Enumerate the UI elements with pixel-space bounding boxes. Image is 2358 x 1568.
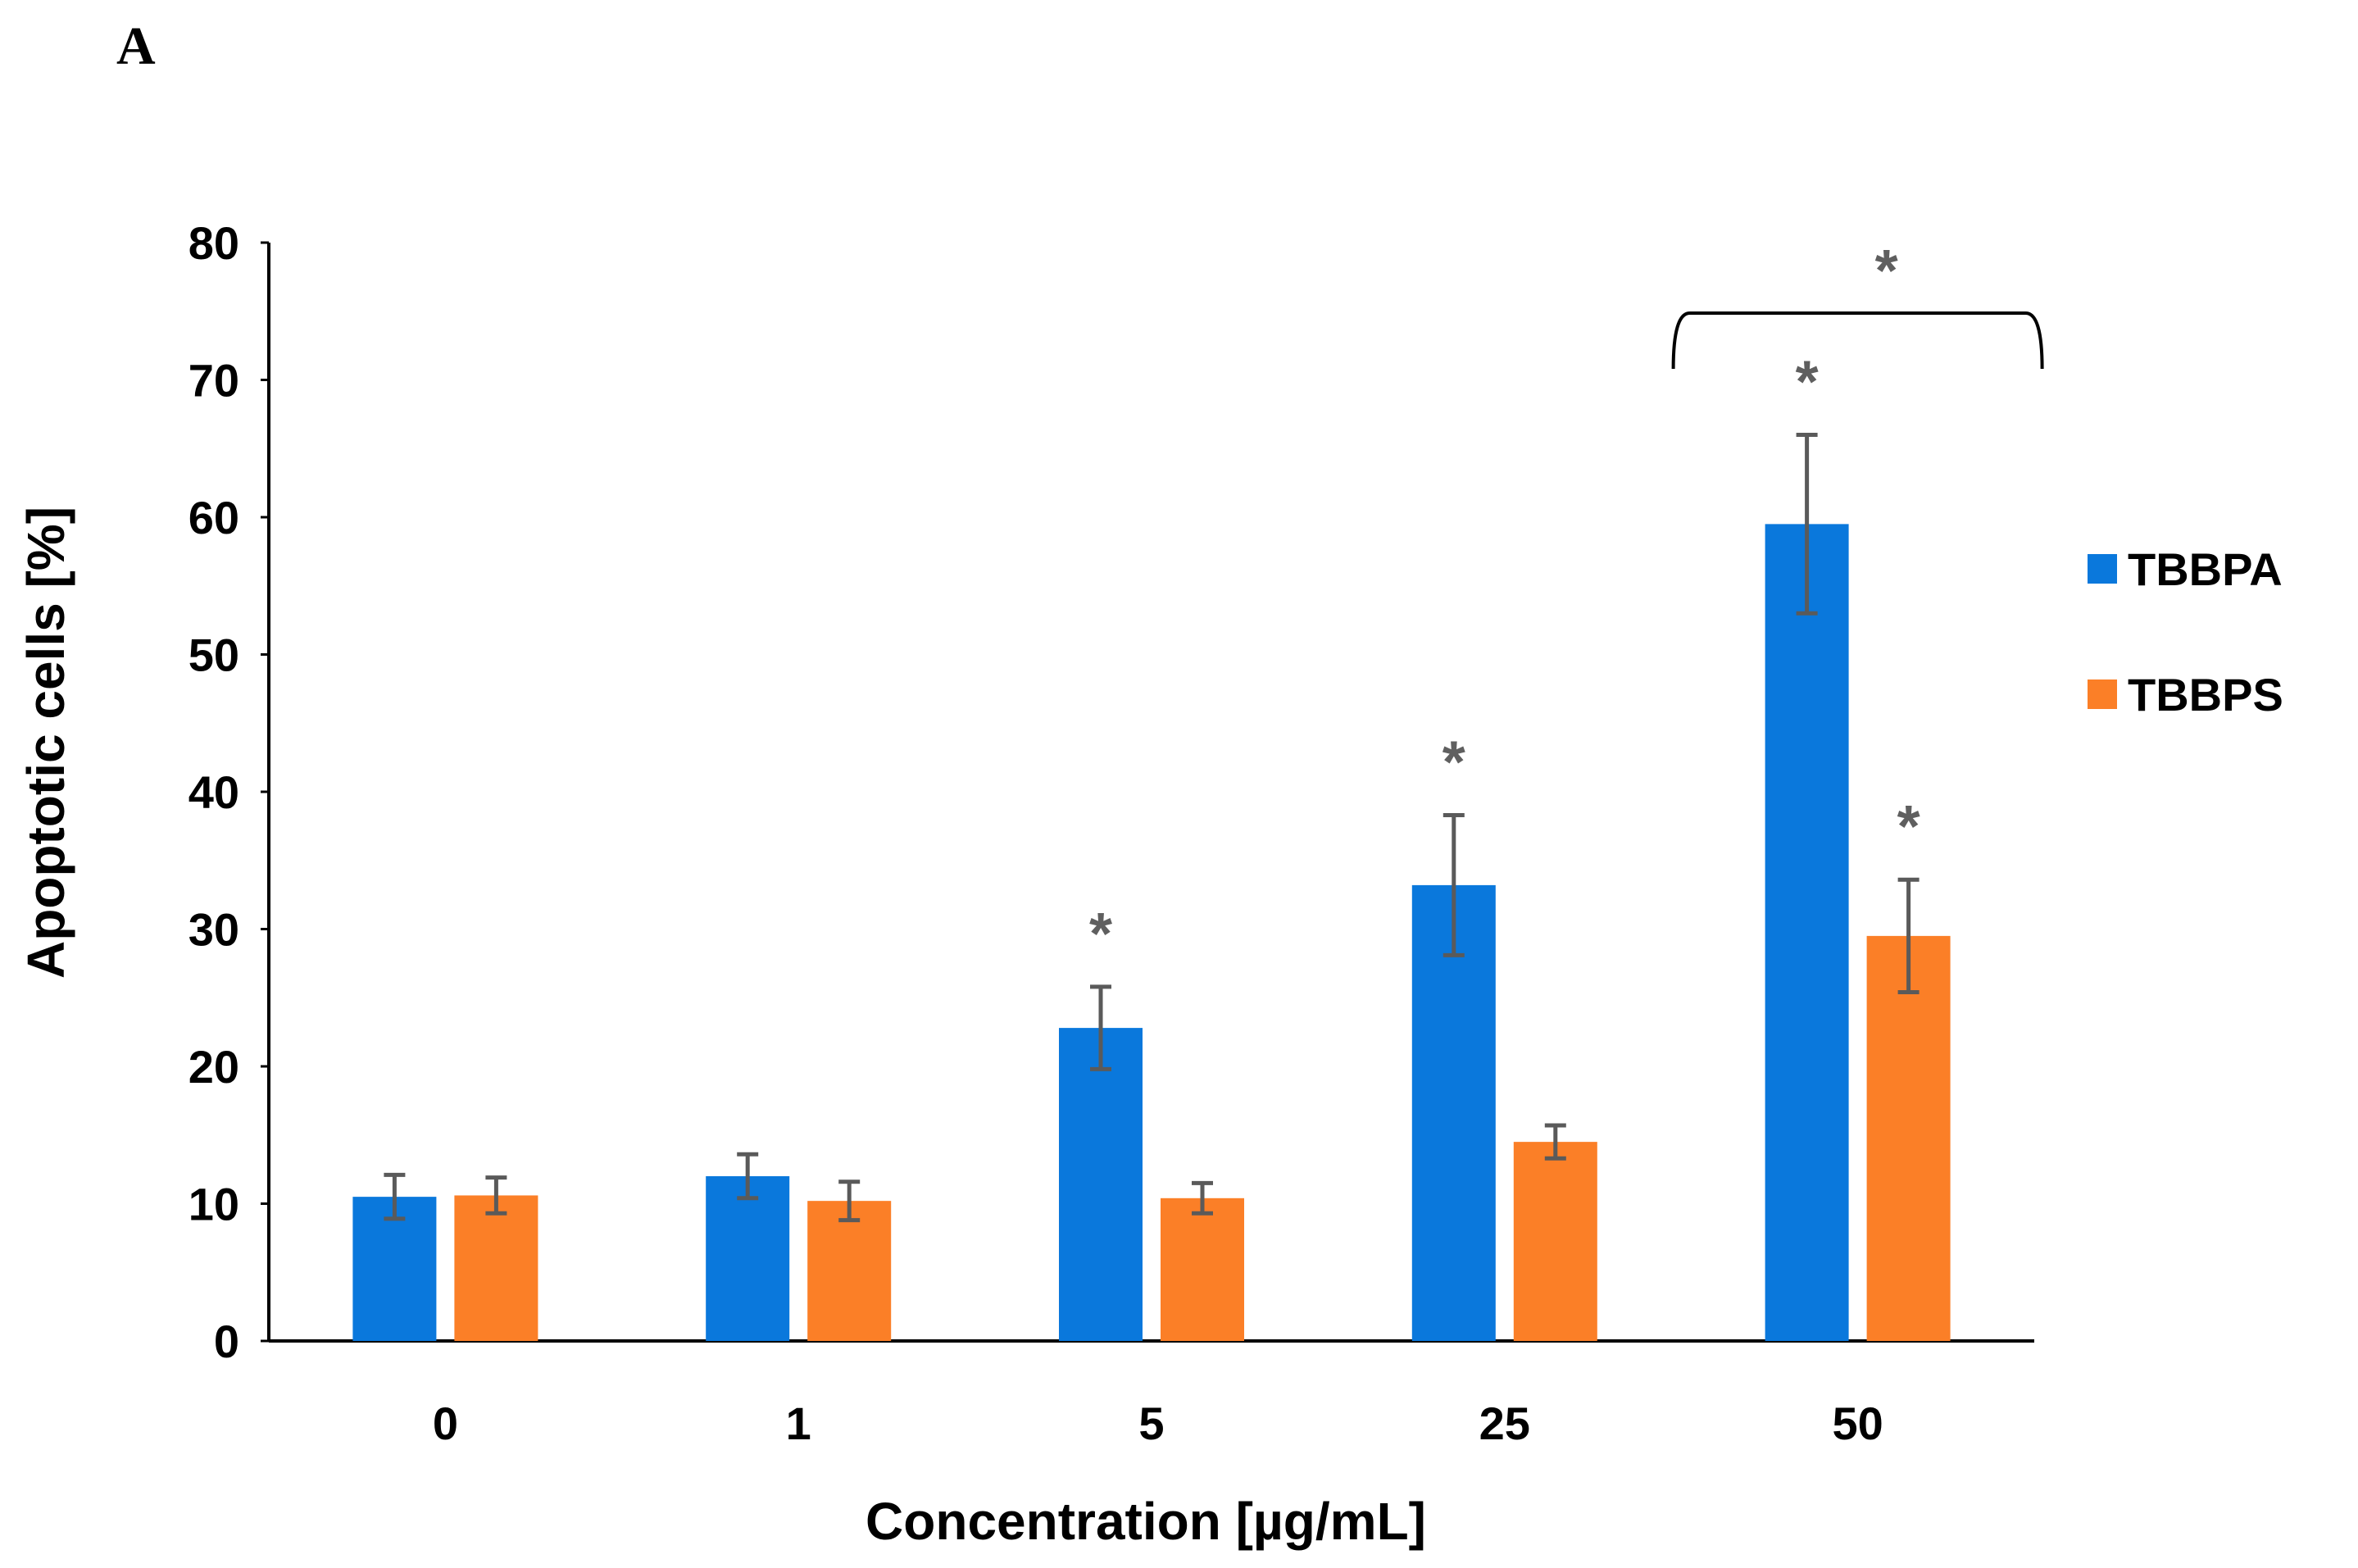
y-tick-label: 60 <box>189 492 239 543</box>
y-tick-label: 80 <box>189 217 239 269</box>
bar-tbbps-25 <box>1513 1142 1597 1341</box>
x-tick-label: 50 <box>1832 1398 1883 1449</box>
legend-label-tbbpa: TBBPA <box>2128 543 2283 595</box>
legend-swatch-tbbps <box>2088 679 2117 709</box>
y-tick-label: 20 <box>189 1041 239 1093</box>
x-tick-label: 0 <box>433 1398 458 1449</box>
bar-tbbpa-25 <box>1411 884 1496 1341</box>
bar-tbbps-0 <box>454 1195 538 1341</box>
significance-annotations: * * * * * <box>1089 239 2044 967</box>
significance-star: * <box>1796 350 1819 416</box>
y-tick-label: 0 <box>214 1316 239 1367</box>
y-tick-label: 30 <box>189 904 239 956</box>
bar-tbbps-5 <box>1161 1198 1244 1341</box>
legend-label-tbbps: TBBPS <box>2128 669 2283 720</box>
x-tick-label: 5 <box>1138 1398 1164 1449</box>
legend-swatch-tbbpa <box>2088 554 2117 584</box>
y-tick-label: 10 <box>189 1179 239 1230</box>
y-tick-label: 50 <box>189 629 239 681</box>
error-bars <box>384 433 1920 1223</box>
significance-star: * <box>1089 902 1112 967</box>
y-tick-label: 40 <box>189 766 239 818</box>
bar-tbbpa-50 <box>1765 524 1849 1341</box>
y-axis-title: Apoptotic cells [%] <box>16 507 75 979</box>
bar-tbbps-50 <box>1866 935 1951 1341</box>
y-tick-label: 70 <box>189 355 239 407</box>
x-axis-title: Concentration [µg/mL] <box>866 1492 1426 1551</box>
x-tick-label: 25 <box>1479 1398 1530 1449</box>
bar-tbbpa-5 <box>1059 1028 1143 1341</box>
significance-bracket <box>1671 311 2044 370</box>
x-tick-label: 1 <box>786 1398 811 1449</box>
bracket-star: * <box>1875 239 1898 304</box>
bar-tbbpa-0 <box>352 1197 437 1341</box>
bar-tbbps-1 <box>807 1201 892 1341</box>
significance-star: * <box>1897 794 1920 860</box>
legend: TBBPA TBBPS <box>2088 543 2283 720</box>
bar-tbbpa-1 <box>706 1176 790 1341</box>
bars <box>352 524 1951 1341</box>
panel-label: A <box>116 16 156 76</box>
significance-star: * <box>1443 729 1465 795</box>
y-axis: 0 10 20 30 40 50 60 70 80 <box>189 217 270 1367</box>
x-axis: 0 1 5 25 50 <box>269 1339 2034 1449</box>
